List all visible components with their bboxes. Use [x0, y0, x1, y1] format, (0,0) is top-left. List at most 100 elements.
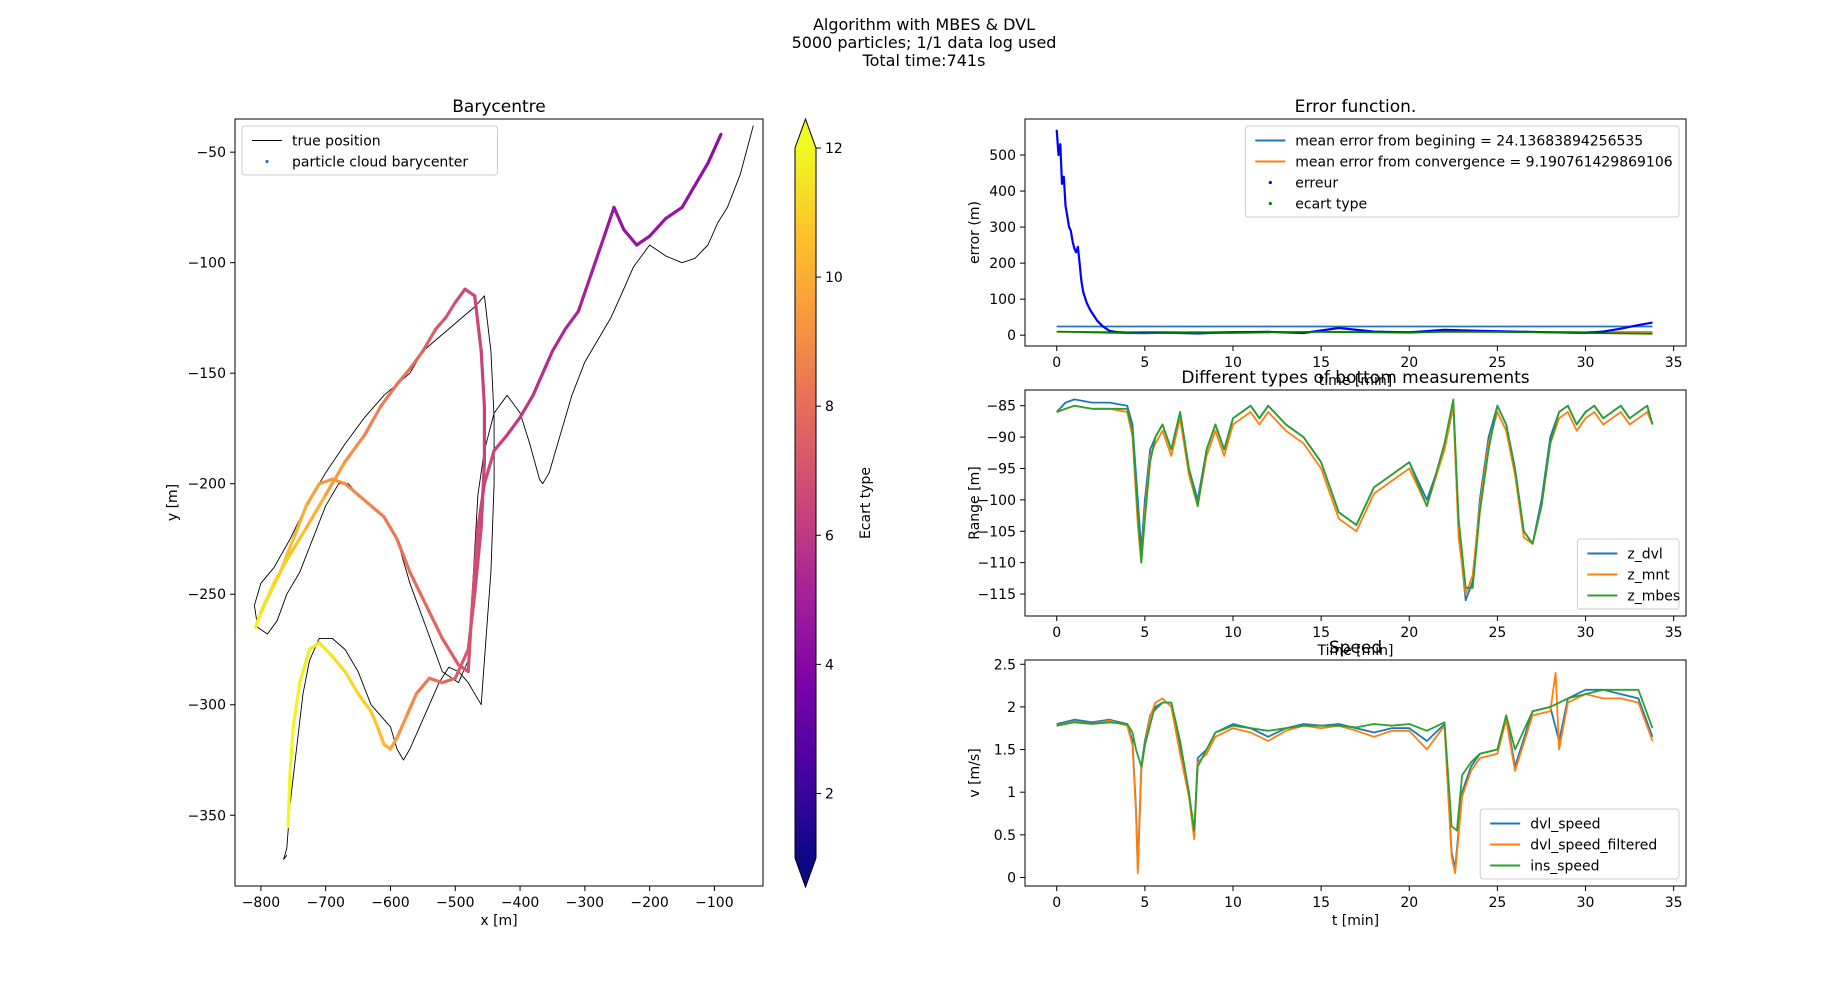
legend-marker — [1268, 201, 1272, 206]
barycenter-segment — [405, 692, 418, 718]
y-tick-label: −110 — [978, 556, 1016, 572]
error-ylabel: error (m) — [967, 201, 983, 264]
barycentre-axes: −800 −700 −600 −500 −400 −300 −200 −100 −350 −300… — [165, 97, 764, 929]
x-tick-label: 0 — [1052, 355, 1061, 371]
barycenter-segment — [356, 493, 373, 508]
x-tick-label: 25 — [1488, 355, 1506, 371]
barycenter-segment — [259, 581, 276, 614]
legend-label: particle cloud barycenter — [292, 155, 468, 171]
barycenter-segment — [443, 300, 457, 320]
legend-item-dvl-speed-filtered: dvl_speed_filtered — [1490, 838, 1657, 854]
barycenter-segment — [408, 349, 425, 371]
legend-label: z_mbes — [1627, 589, 1680, 605]
y-tick-label: −350 — [188, 808, 226, 824]
barycenter-segment — [356, 692, 373, 713]
legend-marker — [265, 159, 269, 164]
legend-item-z-mnt: z_mnt — [1587, 568, 1670, 584]
barycenter-segment — [466, 647, 472, 674]
colorbar-tick-label: 6 — [825, 528, 834, 544]
barycenter-segment — [434, 316, 448, 331]
series-z-mbes — [1056, 398, 1654, 589]
barycenter-segment — [379, 382, 399, 408]
barycentre-frame — [234, 118, 764, 887]
x-tick-label: 0 — [1052, 895, 1061, 911]
barycenter-segment — [291, 681, 302, 729]
barycenter-segment — [421, 327, 438, 353]
y-tick-label: 1.5 — [994, 743, 1016, 759]
x-tick-label: −800 — [242, 895, 280, 911]
legend-item-mean-error-from-convergence-9-190761429869106: mean error from convergence = 9.19076142… — [1255, 155, 1673, 171]
barycenter-segment — [693, 161, 710, 187]
series-line-ins-speed — [1056, 688, 1654, 832]
colorbar-tick-label: 10 — [825, 270, 843, 286]
series-line-ecart-type — [1056, 330, 1653, 335]
range-ylabel: Range [m] — [967, 466, 983, 539]
x-tick-label: 35 — [1665, 355, 1683, 371]
speed-frame — [1024, 659, 1687, 887]
y-tick-label: −250 — [188, 587, 226, 603]
barycenter-segment — [382, 515, 399, 541]
x-tick-label: 5 — [1140, 625, 1149, 641]
legend-label: mean error from begining = 24.1368389425… — [1295, 134, 1643, 150]
suptitle-line-1: Algorithm with MBES & DVL — [813, 15, 1035, 34]
legend-box — [241, 125, 498, 176]
colorbar-tick-label: 12 — [825, 141, 843, 157]
barycenter-segment — [589, 234, 606, 276]
barycenter-segment — [482, 448, 496, 486]
y-tick-label: 0 — [1007, 870, 1016, 886]
speed-plot-area — [1056, 671, 1654, 875]
colorbar-extend-top — [795, 119, 816, 148]
legend-item-erreur: erreur — [1268, 176, 1338, 192]
x-tick-label: 5 — [1140, 895, 1149, 911]
x-tick-label: 30 — [1577, 355, 1595, 371]
x-tick-label: 30 — [1577, 625, 1595, 641]
barycenter-segment — [395, 714, 409, 740]
y-tick-label: −95 — [986, 461, 1016, 477]
barycenter-segment — [375, 725, 386, 747]
barycentre-legend: true position particle cloud barycenter — [241, 125, 498, 176]
barycenter-segment — [680, 183, 697, 210]
error-axes: 0 5 10 15 20 25 30 35 0 100 200 300 400 500 Error func… — [967, 97, 1687, 389]
barycenter-segment — [424, 603, 444, 641]
barycenter-segment — [505, 415, 522, 437]
y-tick-label: 500 — [989, 148, 1016, 164]
barycentre-ylabel: y [m] — [165, 484, 181, 521]
barycenter-segment — [541, 349, 555, 375]
barycenter-segment — [531, 371, 545, 397]
error-xlabel: time [min] — [1319, 373, 1392, 389]
speed-ylabel: v [m/s] — [967, 748, 983, 797]
barycenter-segment — [254, 610, 263, 629]
x-tick-label: 10 — [1224, 625, 1242, 641]
barycenter-segment — [706, 132, 723, 165]
y-tick-label: 1 — [1007, 785, 1016, 801]
series-line-z-mbes — [1056, 398, 1654, 589]
series-line-true-position — [253, 125, 754, 860]
barycenter-segment — [288, 526, 308, 557]
x-tick-label: −100 — [695, 895, 733, 911]
barycenter-segment — [388, 736, 399, 751]
legend-item-z-dvl: z_dvl — [1587, 547, 1663, 563]
barycenter-segment — [395, 537, 412, 574]
x-tick-label: −700 — [306, 895, 344, 911]
barycenter-segment — [343, 433, 367, 464]
legend-label: erreur — [1295, 176, 1338, 192]
speed-legend: dvl_speed dvl_speed_filtered ins_speed — [1479, 808, 1680, 880]
series-ecart-type — [1056, 330, 1653, 335]
x-tick-label: 30 — [1577, 895, 1595, 911]
y-tick-label: 0.5 — [994, 828, 1016, 844]
speed-title: Speed — [1329, 638, 1382, 658]
barycentre-title: Barycentre — [452, 97, 545, 117]
barycenter-segment — [317, 477, 334, 486]
y-tick-label: −100 — [188, 256, 226, 272]
y-tick-label: −105 — [978, 524, 1016, 540]
range-legend: z_dvl z_mnt z_mbes — [1576, 538, 1680, 610]
barycenter-segment — [473, 526, 480, 574]
barycenter-segment — [473, 526, 483, 596]
legend-label: mean error from convergence = 9.19076142… — [1295, 155, 1672, 171]
x-tick-label: 20 — [1400, 895, 1418, 911]
x-tick-label: 15 — [1312, 625, 1330, 641]
y-tick-label: 2.5 — [994, 657, 1016, 673]
range-frame — [1024, 389, 1687, 617]
legend-label: ecart type — [1295, 197, 1367, 213]
legend-marker — [1268, 180, 1272, 185]
